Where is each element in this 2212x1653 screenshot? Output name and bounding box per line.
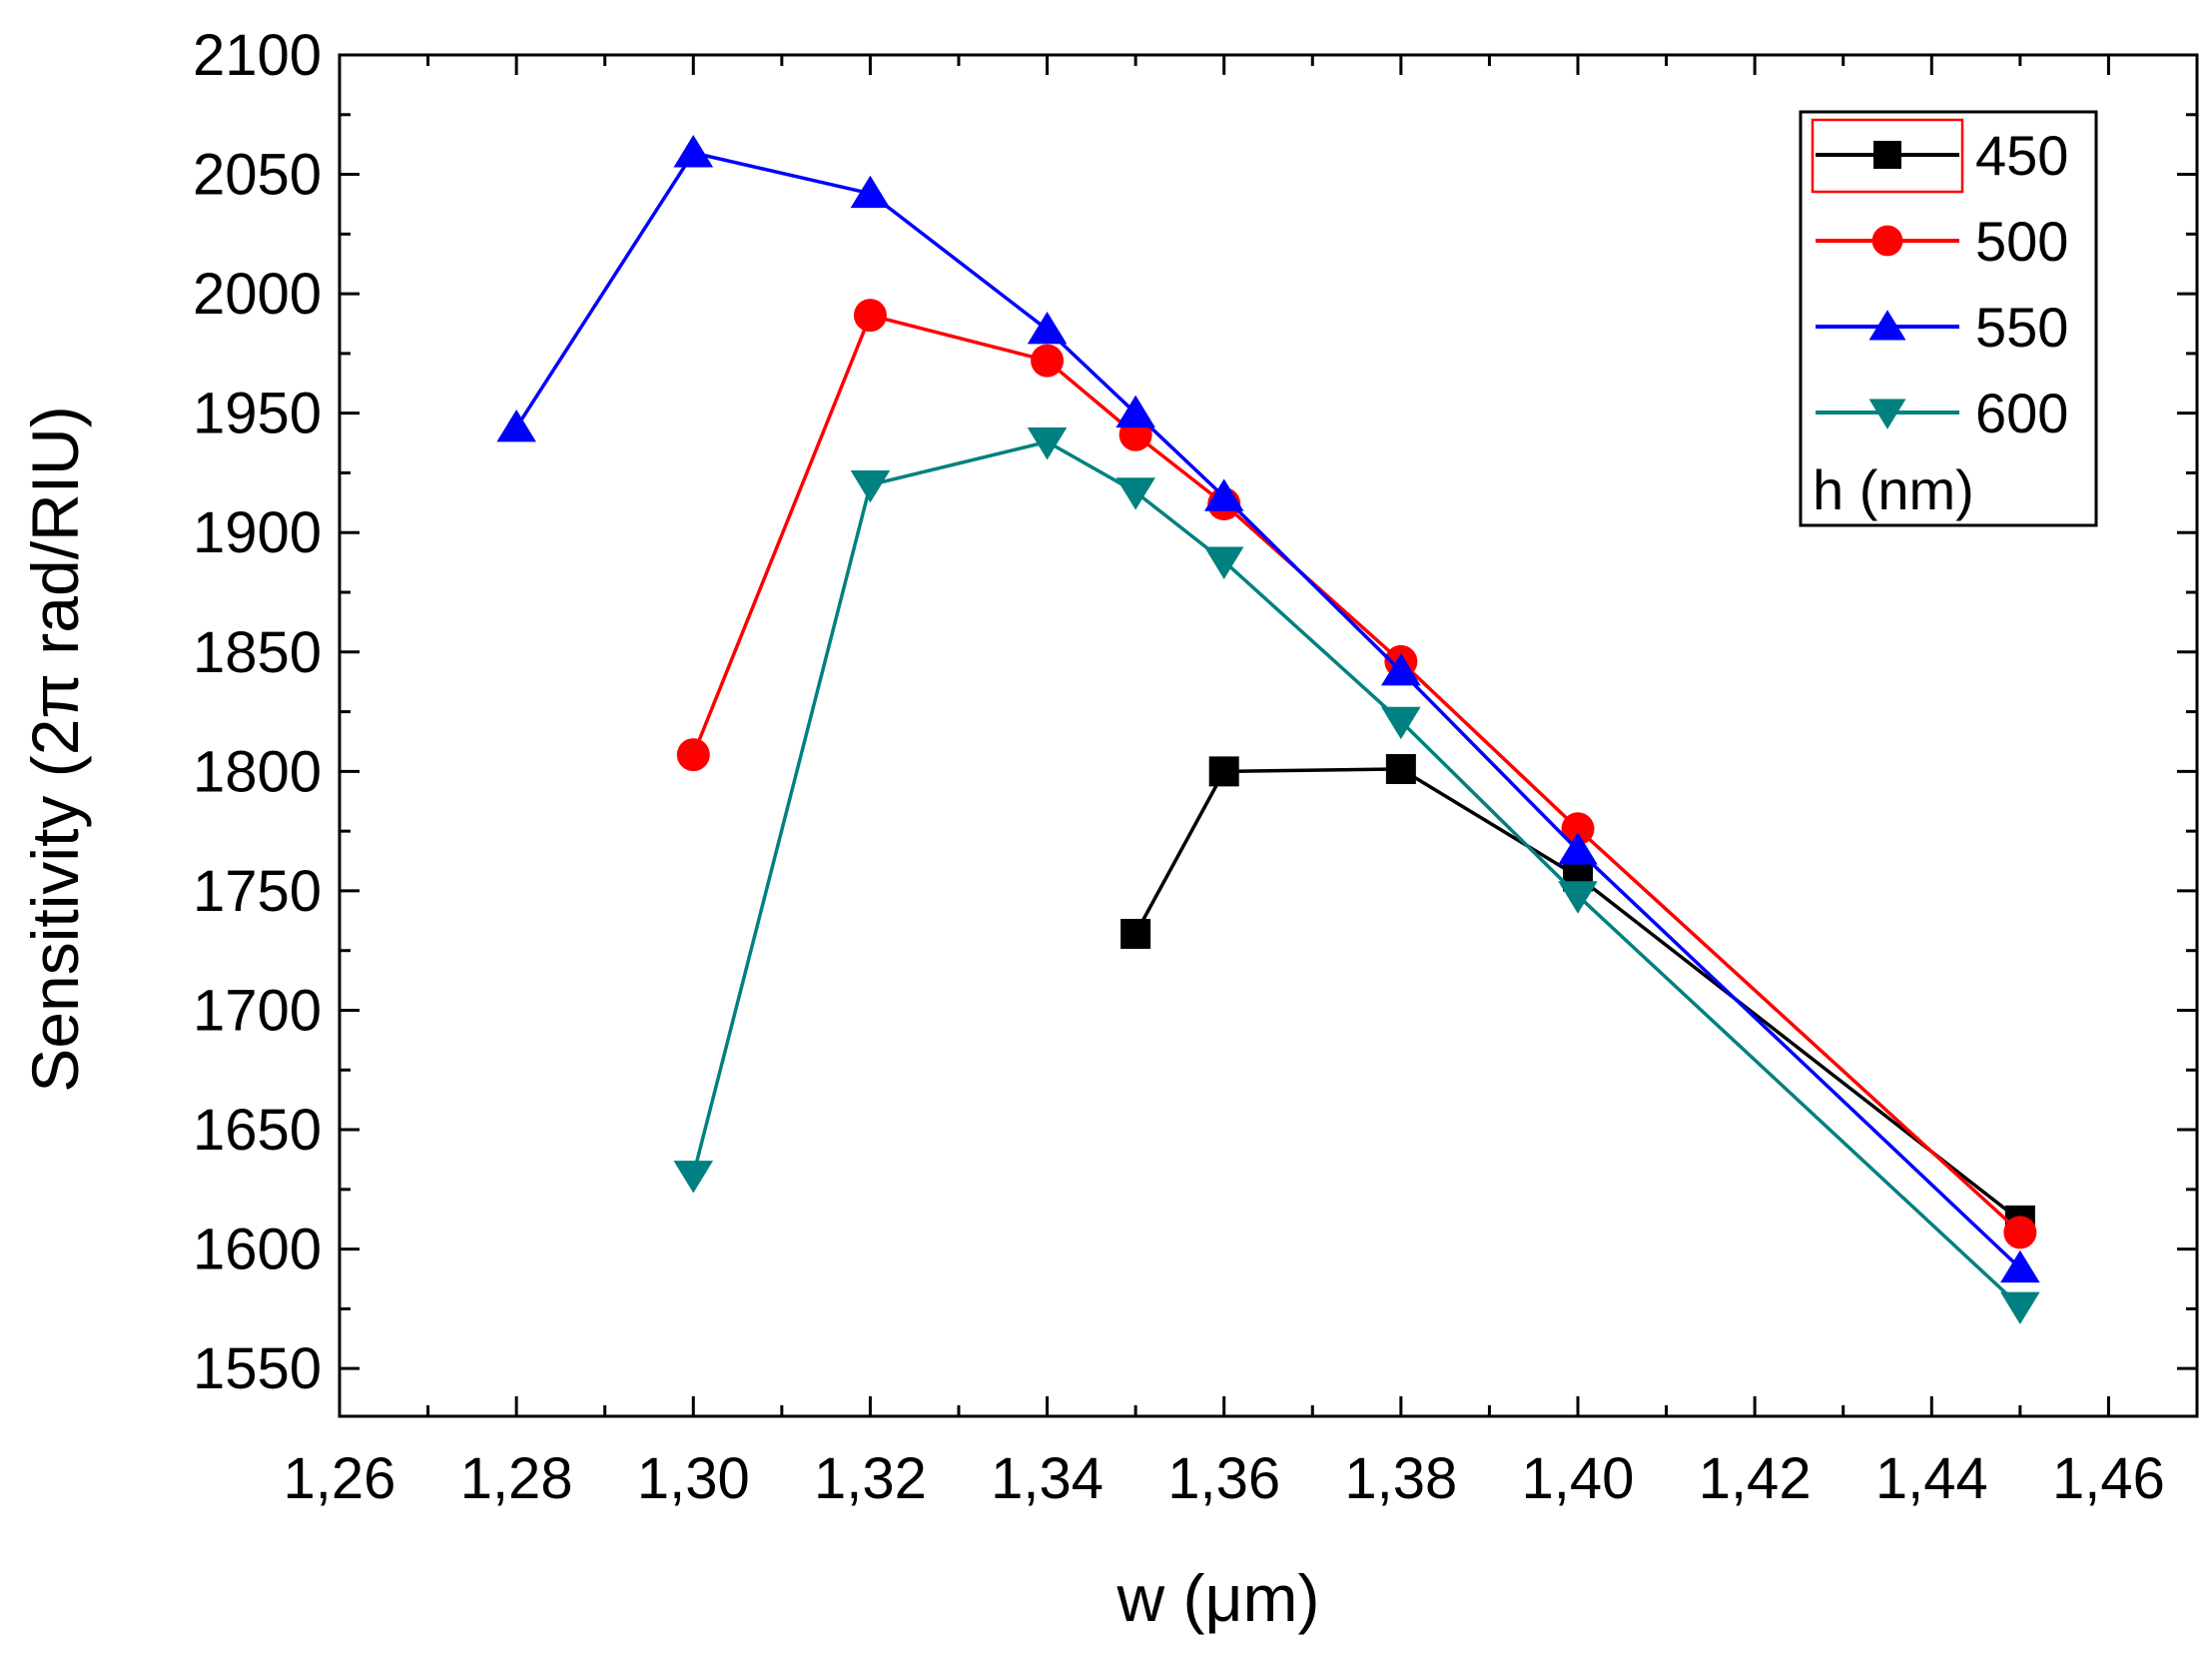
data-point-550 [1558,832,1598,865]
legend-label-450: 450 [1975,124,2068,187]
legend-title: h (nm) [1813,458,1974,521]
legend-label-500: 500 [1975,210,2068,273]
y-tick-label: 1950 [193,382,322,446]
data-point-550 [1027,311,1068,345]
legend-entries: 450 500 550 600 [1816,124,2068,444]
data-point-500 [676,738,710,772]
x-axis-title: w (μm) [1116,1561,1320,1635]
y-tick-label: 1700 [193,978,322,1043]
series-550 [496,135,2040,1283]
data-point-550 [673,135,714,168]
x-tick-label: 1,42 [1699,1446,1812,1511]
data-series [496,135,2040,1325]
data-point-550 [1381,652,1421,686]
x-tick-label: 1,26 [284,1446,396,1511]
data-point-450 [1120,918,1151,949]
data-point-600 [673,1161,714,1194]
y-tick-label: 1750 [193,859,322,924]
data-point-500 [2003,1216,2037,1249]
data-point-550 [2000,1249,2040,1283]
data-point-450 [1385,753,1416,784]
plot-frame [338,53,2199,1418]
legend-marker-450 [1873,141,1901,169]
legend-entry-550: 550 [1816,296,2068,359]
data-point-600 [850,470,891,503]
x-tick-label: 1,40 [1522,1446,1635,1511]
data-point-550 [1203,478,1244,511]
x-tick-label: 1,38 [1344,1446,1457,1511]
legend-marker-500 [1871,225,1903,257]
legend-marker-550 [1868,310,1906,341]
series-500 [676,299,2037,1249]
x-tick-label: 1,34 [991,1446,1104,1511]
y-tick-label: 1550 [193,1336,322,1401]
legend-label-550: 550 [1975,296,2068,359]
x-tick-label: 1,28 [460,1446,573,1511]
x-tick-label: 1,46 [2052,1446,2165,1511]
y-tick-label: 2000 [193,262,322,327]
data-point-450 [1208,756,1239,787]
y-tick-label: 2100 [193,23,322,88]
data-point-600 [1558,881,1598,914]
series-line-500 [691,313,2022,1235]
data-point-600 [1027,426,1068,460]
y-tick-label: 2050 [193,143,322,208]
y-axis-title: Sensitivity (2π rad/RIU) [18,406,92,1092]
legend-entry-600: 600 [1816,382,2068,444]
legend-marker-600 [1868,399,1906,429]
y-tick-label: 1850 [193,620,322,685]
x-tick-label: 1,32 [814,1446,927,1511]
tick-marks [338,53,2197,1416]
y-tick-labels: 1550 1600 1650 1700 1750 1800 1850 1900 1950 2000… [193,23,322,1401]
y-tick-label: 1800 [193,739,322,804]
legend-entry-450: 450 [1816,124,2068,187]
data-point-550 [1115,395,1155,428]
legend-box [1799,110,2098,527]
data-point-600 [1381,706,1421,740]
x-tick-labels: 1,26 1,28 1,30 1,32 1,34 1,36 1,38 1,40 1,42 1,44… [284,1446,2165,1511]
data-point-600 [2000,1291,2040,1325]
data-point-600 [1203,546,1244,579]
legend-selection-box [1811,118,1964,194]
x-tick-label: 1,30 [637,1446,750,1511]
x-tick-label: 1,44 [1875,1446,1988,1511]
data-point-550 [850,175,891,209]
series-600 [673,426,2040,1325]
data-point-500 [1561,812,1595,846]
data-point-600 [1115,477,1155,510]
y-tick-label: 1650 [193,1098,322,1163]
data-point-500 [853,299,887,333]
legend-label-600: 600 [1975,382,2068,444]
y-tick-label: 1600 [193,1218,322,1282]
legend: 450 500 550 600 h (nm) [1799,110,2098,527]
series-line-600 [691,439,2022,1308]
data-point-500 [1031,344,1065,378]
x-tick-label: 1,36 [1167,1446,1280,1511]
legend-entry-500: 500 [1816,210,2068,273]
y-tick-label: 1900 [193,500,322,565]
data-point-550 [496,410,536,442]
